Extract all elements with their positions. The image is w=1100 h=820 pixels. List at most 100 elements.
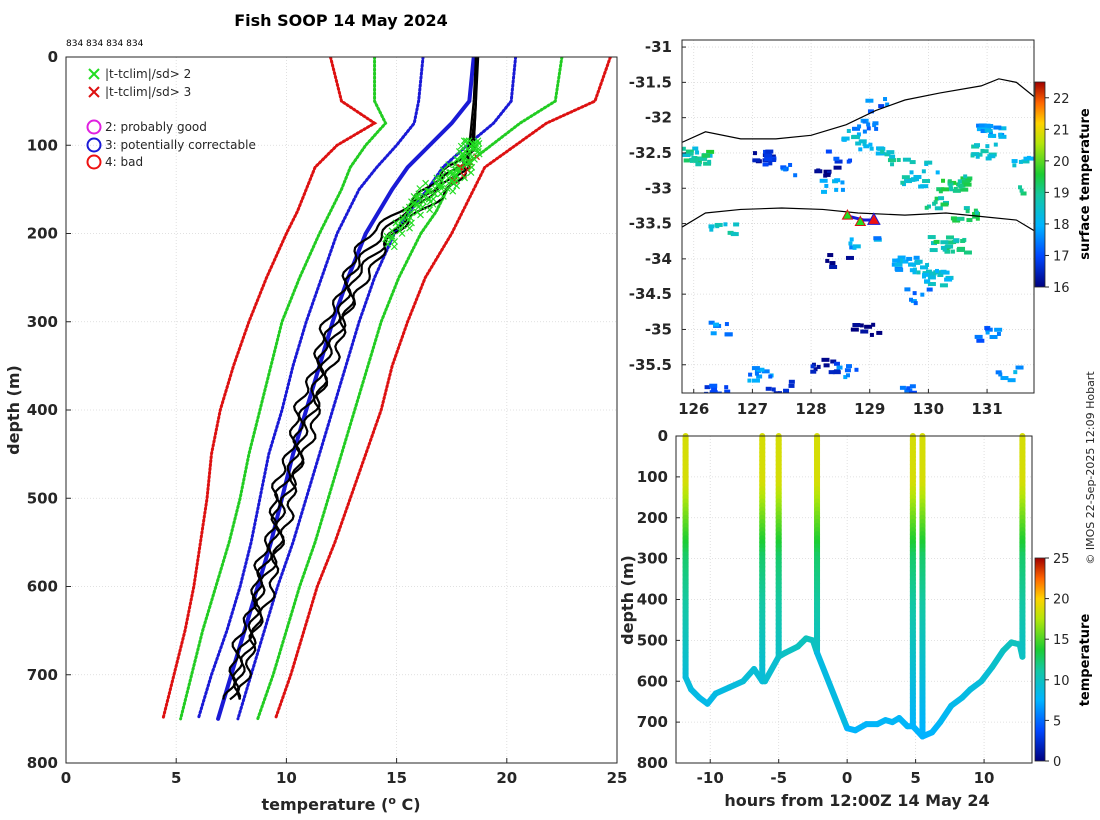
sd2-flag-marker: [405, 203, 413, 211]
sst-pixel: [773, 391, 780, 393]
sst-pixel: [945, 235, 954, 240]
sst-pixel: [913, 174, 922, 179]
sst-pixel: [994, 327, 1003, 332]
map-contours: [682, 78, 1034, 232]
sst-pixel: [965, 209, 970, 214]
sd2-flag-marker: [445, 161, 453, 169]
sst-pixel: [788, 162, 793, 167]
sst-pixel: [909, 268, 916, 273]
sst-pixel: [963, 250, 972, 255]
section-y-tick-label: 800: [637, 754, 668, 772]
sd2-flag-marker: [394, 222, 402, 229]
sst-pixel: [858, 147, 863, 152]
sst-pixel: [918, 184, 925, 189]
sst-pixel: [993, 125, 1002, 130]
profile-x-tick-label: 0: [61, 769, 71, 787]
sst-pixel: [912, 291, 917, 296]
sst-pixel: [935, 268, 940, 273]
sst-pixel: [748, 372, 753, 377]
sst-pixel: [710, 331, 717, 336]
map-colorbar-tick-label: 18: [1053, 218, 1070, 233]
sst-pixel: [960, 187, 969, 192]
sst-pixel: [833, 369, 840, 374]
sst-pixel: [682, 146, 686, 151]
map-colorbar-tick-label: 19: [1053, 186, 1070, 201]
section-x-tick-label: -5: [770, 769, 787, 787]
sd2-flag-marker: [467, 158, 474, 166]
sd2-flag-marker: [475, 150, 483, 158]
sst-pixel: [913, 301, 918, 306]
sst-pixel: [709, 227, 714, 232]
sd2-flag-marker: [451, 171, 459, 179]
sst-pixel: [987, 154, 996, 159]
sst-pixel: [1007, 378, 1016, 383]
sst-pixel: [963, 182, 972, 187]
sst-pixel: [884, 152, 891, 157]
credit-text: © IMOS 22-Sep-2025 12:09 Hobart: [1084, 371, 1097, 565]
sst-pixel: [833, 165, 842, 170]
sst-pixel: [708, 224, 715, 229]
sd2-flag-marker: [451, 161, 459, 169]
sd2-flag-marker: [460, 153, 468, 161]
sst-pixel: [715, 391, 722, 393]
sd2-flag-marker: [471, 155, 478, 163]
sst-pixel: [836, 365, 843, 370]
sd2-flag-marker: [449, 187, 457, 195]
section-y-tick-label: 300: [637, 550, 668, 568]
sd2-flag-marker: [439, 193, 447, 200]
profile-y-tick-label: 800: [27, 754, 58, 772]
sst-pixel: [952, 188, 961, 193]
profile-y-ticks: 0 100 200 300 400 500 600 700 800: [27, 48, 71, 772]
section-x-tick-label: 5: [910, 769, 920, 787]
sst-pixel: [754, 371, 759, 376]
sst-pixel: [980, 129, 987, 134]
map-x-ticks: 126 127 128 129 130 131: [678, 389, 1003, 418]
sst-pixel: [909, 160, 916, 165]
sst-pixel: [866, 122, 871, 127]
sst-pixel: [913, 255, 920, 260]
profile-x-tick-label: 10: [276, 769, 297, 787]
sst-pixel: [933, 239, 940, 244]
clim-mean-line: [216, 57, 476, 721]
sst-pixel: [702, 153, 711, 158]
sd2-flag-marker: [429, 200, 437, 208]
sd2-flag-marker: [426, 187, 433, 195]
sst-pixel: [692, 146, 699, 151]
sst-pixel: [756, 374, 763, 379]
sst-pixel: [914, 259, 923, 264]
sd2-flag-marker: [422, 179, 430, 187]
sst-pixel: [945, 240, 954, 245]
sst-pixel: [935, 170, 940, 175]
sst-pixel: [989, 334, 998, 339]
sd2-flag-marker: [408, 219, 415, 227]
sd2-flag-marker: [453, 182, 461, 190]
sd2-flag-marker: [457, 163, 465, 171]
sst-pixel: [952, 218, 961, 223]
sst-pixel: [875, 151, 884, 156]
sd2-flag-marker: [423, 187, 431, 195]
map-x-tick-label: 130: [913, 400, 944, 418]
sst-pixel: [998, 132, 1003, 137]
sst-pixel: [854, 367, 859, 372]
sst-pixel: [719, 395, 723, 399]
map-colorbar-tick-label: 21: [1053, 123, 1070, 138]
sst-pixel: [833, 361, 840, 366]
sd2-flag-marker: [398, 230, 406, 237]
map-contour-south: [682, 207, 1034, 232]
sst-pixel: [849, 237, 854, 242]
section-y-tick-label: 500: [637, 631, 668, 649]
sd2-flag-marker: [455, 148, 463, 155]
sd2-flag-marker: [426, 206, 434, 214]
sst-pixel: [747, 378, 752, 383]
sst-pixel: [896, 157, 901, 162]
legend-sd3-marker: [88, 86, 100, 98]
sd2-flag-marker: [433, 174, 441, 182]
sst-pixel: [689, 158, 694, 163]
sst-pixel: [692, 158, 699, 163]
legend-flag3-marker: [86, 137, 102, 153]
sst-pixel: [920, 184, 929, 189]
sst-pixel: [998, 372, 1003, 377]
map-axes-box: [681, 39, 1035, 394]
sst-pixel: [816, 364, 821, 369]
sst-pixel: [851, 135, 860, 140]
